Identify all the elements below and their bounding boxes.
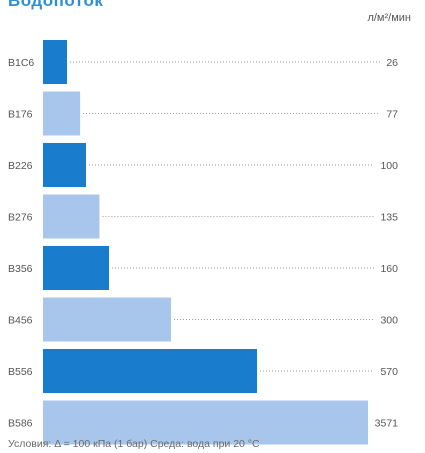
bar: [43, 246, 109, 290]
footnote: Условия: Δ = 100 кПа (1 бар) Среда: вода…: [8, 438, 260, 450]
category-label: B356: [8, 263, 33, 275]
category-label: B1C6: [8, 57, 34, 69]
bar: [43, 40, 67, 84]
chart-title: Водопоток: [8, 0, 104, 10]
bar: [43, 400, 368, 445]
category-label: B176: [8, 109, 33, 121]
category-label: B586: [8, 418, 33, 430]
value-label: 26: [386, 57, 398, 69]
unit-label: л/м²/мин: [367, 12, 411, 24]
value-label: 300: [380, 315, 398, 327]
value-label: 160: [380, 263, 398, 275]
value-label: 3571: [375, 418, 399, 430]
category-label: B556: [8, 366, 33, 378]
bar: [43, 143, 86, 187]
bar: [43, 91, 81, 136]
value-label: 77: [386, 109, 398, 121]
value-label: 100: [380, 160, 398, 172]
bar: [43, 349, 257, 393]
bar: [43, 194, 100, 239]
category-label: B276: [8, 212, 33, 224]
bar: [43, 297, 171, 342]
category-label: B226: [8, 160, 33, 172]
value-label: 135: [380, 212, 398, 224]
value-label: 570: [380, 366, 398, 378]
category-label: B456: [8, 315, 33, 327]
